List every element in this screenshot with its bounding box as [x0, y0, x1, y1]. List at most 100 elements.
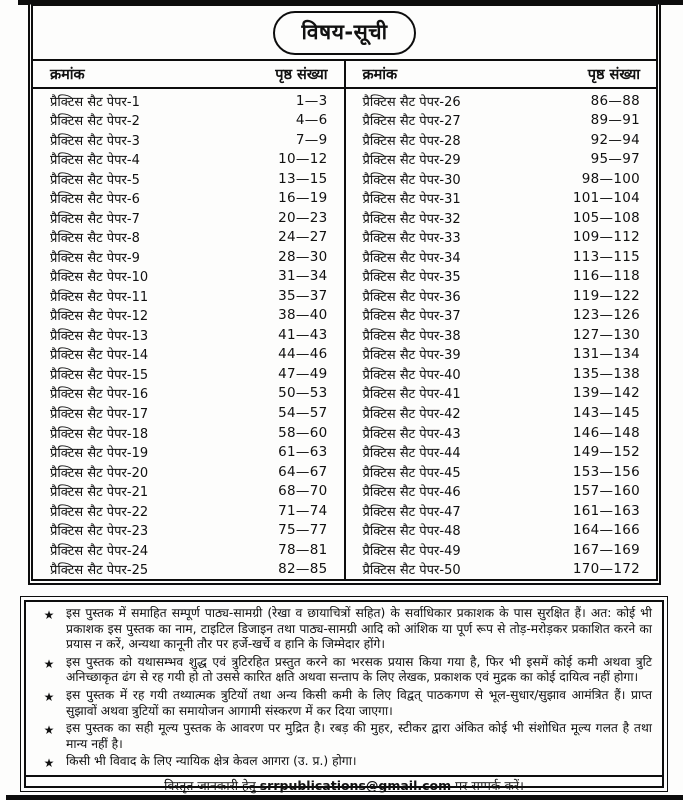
- page-range: 109—112: [572, 229, 640, 246]
- toc-row: प्रैक्टिस सैट पेपर-46 157—160: [346, 481, 657, 501]
- notice-list: ★ इस पुस्तक में समाहित सम्पूर्ण पाठ्य-सा…: [26, 602, 662, 775]
- page-range: 82—85: [278, 561, 328, 578]
- toc-row: प्रैक्टिस सैट पेपर-26 86—88: [346, 91, 657, 111]
- page-range: 105—108: [572, 209, 640, 226]
- page-range: 20—23: [278, 209, 328, 226]
- toc-row: प्रैक्टिस सैट पेपर-38 127—130: [346, 325, 657, 345]
- toc-row: प्रैक्टिस सैट पेपर-10 31—34: [33, 267, 344, 287]
- toc-row: प्रैक्टिस सैट पेपर-12 38—40: [33, 306, 344, 326]
- notice-text: इस पुस्तक का सही मूल्य पुस्तक के आवरण पर…: [66, 721, 652, 751]
- paper-label: प्रैक्टिस सैट पेपर-34: [362, 250, 461, 266]
- page-range: 4—6: [295, 112, 328, 129]
- toc-row: प्रैक्टिस सैट पेपर-41 139—142: [346, 384, 657, 404]
- paper-label: प्रैक्टिस सैट पेपर-9: [50, 250, 140, 266]
- page-range: 146—148: [572, 424, 640, 441]
- paper-label: प्रैक्टिस सैट पेपर-24: [50, 543, 149, 559]
- notice-item: ★ इस पुस्तक में समाहित सम्पूर्ण पाठ्य-सा…: [32, 606, 654, 653]
- paper-label: प्रैक्टिस सैट पेपर-40: [362, 367, 461, 383]
- toc-row: प्रैक्टिस सैट पेपर-42 143—145: [346, 403, 657, 423]
- paper-label: प्रैक्टिस सैट पेपर-17: [50, 407, 149, 422]
- toc-row: प्रैक्टिस सैट पेपर-29 95—97: [346, 150, 657, 170]
- notices-box-inner: ★ इस पुस्तक में समाहित सम्पूर्ण पाठ्य-सा…: [24, 600, 664, 793]
- toc-row: प्रैक्टिस सैट पेपर-34 113—115: [346, 247, 657, 267]
- toc-row: प्रैक्टिस सैट पेपर-11 35—37: [33, 286, 344, 306]
- star-icon: ★: [43, 723, 55, 738]
- notice-text: इस पुस्तक में रह गयी तथ्यात्मक त्रुटियों…: [66, 687, 652, 718]
- page-range: 24—27: [278, 229, 328, 246]
- toc-row: प्रैक्टिस सैट पेपर-30 98—100: [346, 169, 657, 189]
- paper-label: प्रैक्टिस सैट पेपर-47: [362, 504, 461, 520]
- page-range: 92—94: [590, 131, 640, 148]
- contact-footer-prefix: विस्तृत जानकारी हेतु: [164, 778, 256, 794]
- page-range: 164—166: [572, 522, 640, 539]
- toc-column-right: प्रैक्टिस सैट पेपर-26 86—88 प्रैक्टिस सै…: [346, 89, 657, 579]
- page-range: 28—30: [278, 248, 328, 265]
- page-range: 35—37: [278, 287, 328, 304]
- page-range: 153—156: [572, 463, 640, 480]
- toc-row: प्रैक्टिस सैट पेपर-13 41—43: [33, 325, 344, 345]
- toc-row: प्रैक्टिस सैट पेपर-5 13—15: [33, 169, 344, 189]
- toc-row: प्रैक्टिस सैट पेपर-49 167—169: [346, 540, 657, 560]
- toc-column-left: प्रैक्टिस सैट पेपर-1 1—3 प्रैक्टिस सैट प…: [33, 89, 346, 579]
- page-range: 127—130: [572, 326, 640, 343]
- toc-row: प्रैक्टिस सैट पेपर-4 10—12: [33, 150, 344, 170]
- page-range: 44—46: [278, 346, 328, 363]
- paper-label: प्रैक्टिस सैट पेपर-46: [362, 485, 461, 501]
- toc-row: प्रैक्टिस सैट पेपर-15 47—49: [33, 364, 344, 384]
- column-header-pages: पृष्ठ संख्या: [587, 67, 640, 83]
- paper-label: प्रैक्टिस सैट पेपर-42: [362, 407, 461, 422]
- paper-label: प्रैक्टिस सैट पेपर-50: [362, 563, 461, 579]
- page-range: 119—122: [572, 287, 640, 304]
- toc-row: प्रैक्टिस सैट पेपर-45 153—156: [346, 462, 657, 482]
- toc-row: प्रैक्टिस सैट पेपर-9 28—30: [33, 247, 344, 267]
- page-range: 10—12: [278, 151, 328, 168]
- paper-label: प्रैक्टिस सैट पेपर-25: [50, 563, 149, 579]
- toc-row: प्रैक्टिस सैट पेपर-14 44—46: [33, 345, 344, 365]
- toc-row: प्रैक्टिस सैट पेपर-23 75—77: [33, 520, 344, 540]
- paper-label: प्रैक्टिस सैट पेपर-27: [362, 114, 461, 130]
- page-range: 13—15: [278, 170, 328, 187]
- notice-text: किसी भी विवाद के लिए न्यायिक क्षेत्र केव…: [66, 754, 357, 769]
- toc-row: प्रैक्टिस सैट पेपर-32 105—108: [346, 208, 657, 228]
- page-range: 116—118: [572, 268, 640, 285]
- paper-label: प्रैक्टिस सैट पेपर-44: [362, 446, 461, 462]
- page-range: 139—142: [572, 385, 640, 402]
- page-range: 123—126: [572, 307, 640, 324]
- page-range: 68—70: [278, 483, 328, 500]
- page-range: 38—40: [278, 307, 328, 324]
- page-bottom-edge: [6, 795, 683, 800]
- page-top-edge: [18, 0, 683, 5]
- paper-label: प्रैक्टिस सैट पेपर-13: [50, 328, 149, 344]
- paper-label: प्रैक्टिस सैट पेपर-6: [50, 192, 140, 208]
- paper-label: प्रैक्टिस सैट पेपर-29: [362, 153, 461, 169]
- toc-row: प्रैक्टिस सैट पेपर-19 61—63: [33, 442, 344, 462]
- paper-label: प्रैक्टिस सैट पेपर-5: [50, 172, 140, 188]
- title-row: विषय-सूची: [33, 6, 656, 61]
- star-icon: ★: [43, 656, 55, 671]
- toc-row: प्रैक्टिस सैट पेपर-37 123—126: [346, 306, 657, 326]
- column-header-serial: क्रमांक: [50, 67, 85, 83]
- page-range: 143—145: [572, 405, 640, 421]
- paper-label: प्रैक्टिस सैट पेपर-15: [50, 367, 149, 383]
- page-range: 98—100: [581, 170, 640, 187]
- page-range: 50—53: [278, 385, 328, 402]
- paper-label: प्रैक्टिस सैट पेपर-39: [362, 348, 461, 364]
- notice-item: ★ किसी भी विवाद के लिए न्यायिक क्षेत्र क…: [32, 754, 654, 771]
- toc-row: प्रैक्टिस सैट पेपर-2 4—6: [33, 111, 344, 131]
- page-range: 101—104: [572, 190, 640, 207]
- toc-row: प्रैक्टिस सैट पेपर-31 101—104: [346, 189, 657, 209]
- toc-header-right: क्रमांक पृष्ठ संख्या: [346, 61, 657, 87]
- paper-label: प्रैक्टिस सैट पेपर-38: [362, 328, 461, 344]
- toc-row: प्रैक्टिस सैट पेपर-44 149—152: [346, 442, 657, 462]
- paper-label: प्रैक्टिस सैट पेपर-45: [362, 465, 461, 481]
- toc-row: प्रैक्टिस सैट पेपर-3 7—9: [33, 130, 344, 150]
- page-range: 167—169: [572, 541, 640, 558]
- contact-email: srrpublications@gmail.com: [259, 778, 452, 794]
- page-range: 170—172: [572, 561, 640, 578]
- toc-row: प्रैक्टिस सैट पेपर-25 82—85: [33, 559, 344, 579]
- toc-row: प्रैक्टिस सैट पेपर-43 146—148: [346, 423, 657, 443]
- paper-label: प्रैक्टिस सैट पेपर-30: [362, 172, 461, 188]
- page-range: 157—160: [572, 483, 640, 500]
- page-title: विषय-सूची: [273, 10, 416, 55]
